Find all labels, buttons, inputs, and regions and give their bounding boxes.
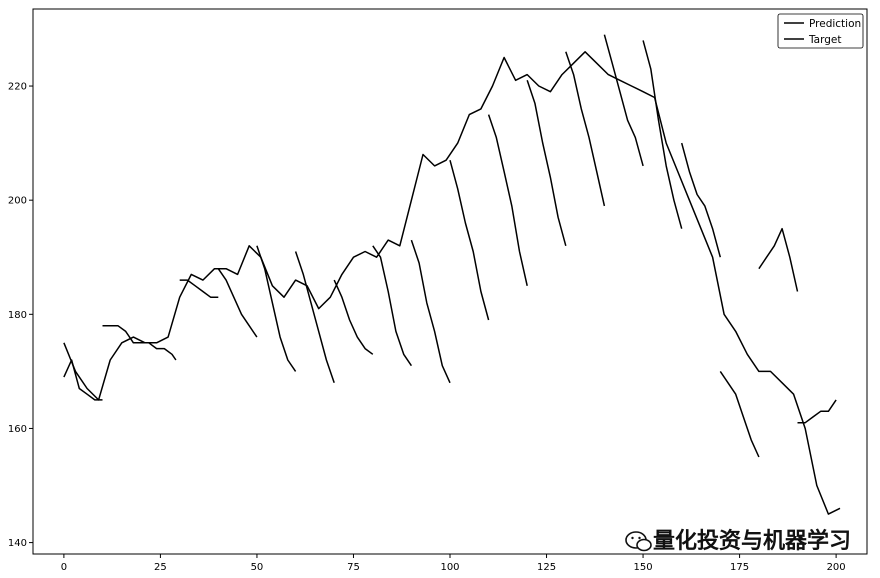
y-tick-label: 140	[8, 538, 27, 549]
x-tick-label: 0	[61, 562, 67, 573]
x-tick-label: 175	[730, 562, 749, 573]
prediction-segment-line	[758, 227, 799, 292]
y-tick-label: 160	[8, 424, 27, 435]
prediction-segment-line	[217, 268, 258, 338]
plot-frame	[32, 8, 868, 555]
prediction-segment-line	[372, 245, 413, 367]
prediction-segment-line	[410, 239, 451, 384]
x-tick-label: 150	[634, 562, 653, 573]
prediction-segment-line	[102, 324, 177, 361]
prediction-segment-line	[526, 80, 567, 246]
x-axis: 0 25 50 75 100 125 150 175 200	[61, 554, 846, 573]
prediction-segment-line	[719, 370, 760, 458]
watermark: 量化投资与机器学习	[625, 528, 851, 554]
prediction-segment-line	[333, 279, 374, 355]
x-tick-label: 100	[440, 562, 459, 573]
prediction-segment-line	[565, 51, 606, 207]
legend-label-target: Target	[808, 34, 841, 46]
x-tick-label: 25	[154, 562, 167, 573]
target-series-line	[63, 51, 841, 515]
y-tick-label: 200	[8, 196, 27, 207]
prediction-segment-line	[642, 40, 683, 229]
prediction-segment-line	[256, 245, 297, 372]
prediction-segment-line	[449, 160, 490, 321]
watermark-text: 量化投资与机器学习	[653, 528, 851, 554]
prediction-segment-line	[680, 142, 722, 258]
wechat-icon	[625, 531, 652, 552]
prediction-segment-line	[63, 359, 103, 401]
y-axis: 140 160 180 200 220	[8, 82, 33, 549]
x-tick-label: 200	[827, 562, 846, 573]
series-lines	[63, 34, 841, 515]
prediction-segment-line	[603, 34, 644, 167]
prediction-segment-line	[487, 114, 528, 286]
y-tick-label: 220	[8, 82, 27, 93]
legend-label-prediction: Prediction	[809, 18, 861, 30]
prediction-segment-line	[797, 399, 837, 424]
legend: Prediction Target	[777, 13, 864, 49]
prediction-segment-line	[179, 279, 219, 298]
prediction-segment-line	[294, 251, 335, 384]
y-tick-label: 180	[8, 310, 27, 321]
x-tick-label: 75	[347, 562, 360, 573]
x-tick-label: 125	[537, 562, 556, 573]
x-tick-label: 50	[251, 562, 264, 573]
